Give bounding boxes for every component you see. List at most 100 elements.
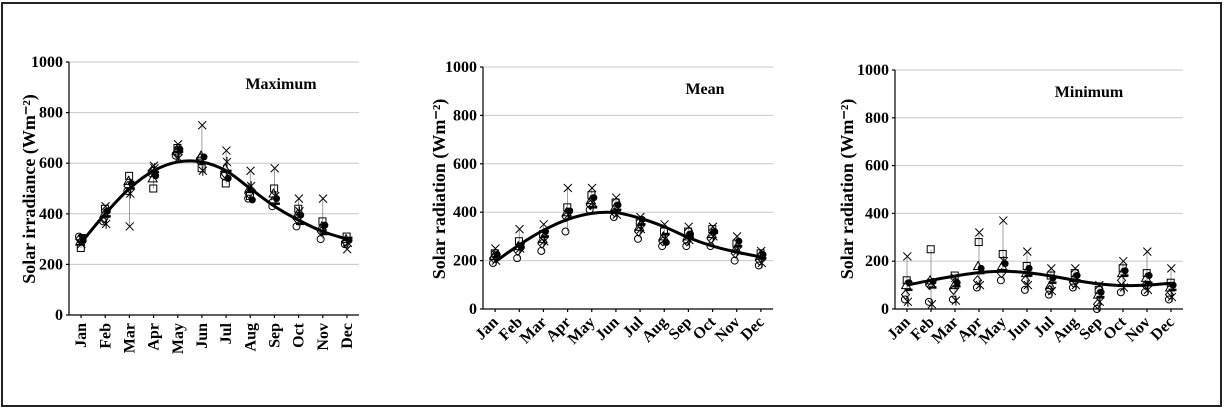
point-p2-m1-6 bbox=[928, 286, 937, 289]
x-tick-label: Dec bbox=[339, 323, 356, 349]
chart-panel-maximum: 0 200 400 600 800 1000 Jan Feb Mar Apr May Jun Jul Au… bbox=[19, 54, 359, 354]
y-tick-label: 600 bbox=[865, 158, 889, 175]
figure-frame: 0 200 400 600 800 1000 Jan Feb Mar Apr May Jun Jul Au… bbox=[1, 2, 1222, 407]
point-p0-m8-6 bbox=[271, 202, 280, 205]
y-axis-label: Solar irradiance (Wm⁻²) bbox=[19, 94, 40, 284]
point-p0-m5-4 bbox=[197, 120, 207, 130]
point-p2-m0-4 bbox=[902, 252, 912, 261]
point-p0-m9-6 bbox=[296, 222, 305, 226]
y-tick-label: 0 bbox=[881, 301, 889, 318]
y-tick-label: 200 bbox=[865, 253, 889, 270]
y-tick-label: 1000 bbox=[857, 62, 889, 79]
point-p2-m3-5 bbox=[975, 280, 985, 291]
y-tick-label: 200 bbox=[453, 253, 477, 270]
point-p0-m7-4 bbox=[246, 166, 255, 176]
y-tick-label: 0 bbox=[55, 307, 63, 324]
point-p1-m5-7 bbox=[614, 201, 622, 209]
fit-curve bbox=[906, 269, 1172, 288]
y-tick-label: 800 bbox=[453, 107, 477, 124]
x-tick-label: Jul bbox=[218, 322, 235, 344]
point-p2-m9-6 bbox=[1120, 274, 1129, 277]
point-p2-m5-6 bbox=[1024, 274, 1033, 277]
point-p2-m9-4 bbox=[1118, 256, 1128, 266]
x-tick-label: Mar bbox=[121, 323, 138, 353]
y-tick-label: 800 bbox=[865, 110, 889, 127]
point-p1-m7-6 bbox=[661, 232, 670, 236]
x-tick-label: Nov bbox=[315, 323, 332, 351]
point-p2-m8-7 bbox=[1097, 288, 1105, 296]
point-p2-m3-7 bbox=[977, 264, 985, 272]
chart-panel-mean: 02004006008001000JanFebMarAprMayJunJulAu… bbox=[429, 59, 773, 348]
y-tick-label: 1000 bbox=[445, 59, 477, 76]
point-p1-m0-7 bbox=[493, 251, 501, 259]
point-p2-m5-7 bbox=[1025, 264, 1033, 272]
point-p2-m11-7 bbox=[1169, 281, 1177, 289]
point-p2-m4-4 bbox=[998, 216, 1008, 225]
point-p0-m6-5 bbox=[222, 156, 232, 167]
point-p2-m5-1 bbox=[1020, 275, 1031, 286]
x-tick-label: May bbox=[170, 323, 187, 354]
point-p0-m4-7 bbox=[176, 145, 184, 153]
x-tick-label: Oct bbox=[1100, 313, 1130, 343]
point-p0-m11-7 bbox=[345, 236, 353, 244]
point-p2-m10-7 bbox=[1145, 272, 1153, 280]
point-p2-m3-3 bbox=[974, 238, 983, 247]
point-p1-m6-5 bbox=[636, 224, 646, 235]
point-p0-m2-4 bbox=[125, 222, 135, 231]
panel-label: Maximum bbox=[245, 76, 317, 93]
y-axis-label: Solar radiation (Wm⁻²) bbox=[837, 99, 858, 280]
point-p2-m2-6 bbox=[952, 285, 961, 288]
point-p1-m3-7 bbox=[566, 207, 574, 215]
point-p0-m10-4 bbox=[318, 194, 328, 203]
point-p1-m4-6 bbox=[589, 206, 598, 209]
x-tick-label: Apr bbox=[146, 323, 163, 351]
point-p1-m5-4 bbox=[611, 193, 621, 203]
point-p1-m7-0 bbox=[658, 242, 667, 251]
point-p1-m2-6 bbox=[540, 235, 549, 238]
point-p0-m6-7 bbox=[224, 174, 232, 182]
point-p1-m4-4 bbox=[587, 183, 597, 193]
point-p0-m3-6 bbox=[151, 170, 160, 174]
point-p1-m7-7 bbox=[662, 238, 670, 246]
point-p0-m5-5 bbox=[198, 165, 208, 176]
point-p1-m11-7 bbox=[759, 251, 767, 259]
point-p2-m11-6 bbox=[1168, 288, 1177, 292]
point-p2-m5-4 bbox=[1022, 247, 1032, 256]
point-p1-m8-4 bbox=[684, 222, 694, 232]
point-p1-m8-7 bbox=[687, 230, 695, 238]
y-tick-label: 200 bbox=[39, 256, 63, 273]
point-p1-m10-7 bbox=[735, 237, 743, 245]
point-p2-m6-4 bbox=[1046, 264, 1056, 273]
point-p2-m10-6 bbox=[1144, 281, 1153, 284]
point-p2-m0-5 bbox=[903, 296, 913, 307]
point-p2-m9-7 bbox=[1121, 267, 1129, 275]
point-p0-m8-3 bbox=[270, 184, 279, 193]
point-p2-m3-4 bbox=[974, 228, 984, 237]
point-p2-m8-6 bbox=[1096, 295, 1105, 299]
point-p2-m3-1 bbox=[972, 275, 983, 286]
point-p0-m3-3 bbox=[149, 184, 158, 193]
fit-curve bbox=[494, 210, 762, 264]
point-p1-m4-7 bbox=[590, 194, 598, 202]
point-p0-m2-3 bbox=[125, 171, 134, 180]
point-p2-m6-5 bbox=[1047, 286, 1057, 297]
x-tick-label: Aug bbox=[242, 323, 259, 351]
point-p2-m2-5 bbox=[951, 295, 961, 306]
point-p1-m11-5 bbox=[757, 258, 767, 269]
x-tick-label: Jan bbox=[472, 314, 502, 344]
point-p1-m5-6 bbox=[613, 208, 622, 211]
point-p2-m1-5 bbox=[927, 299, 937, 310]
point-p2-m11-4 bbox=[1166, 264, 1176, 273]
point-p2-m7-7 bbox=[1073, 272, 1081, 280]
point-p1-m3-0 bbox=[561, 227, 570, 236]
y-tick-label: 400 bbox=[865, 205, 889, 222]
x-tick-label: Oct bbox=[690, 313, 720, 343]
chart-panel-minimum: 02004006008001000JanFebMarAprMayJunJulAu… bbox=[837, 62, 1183, 348]
point-p1-m2-5 bbox=[539, 236, 549, 247]
point-p2-m2-7 bbox=[953, 279, 961, 287]
y-tick-label: 800 bbox=[39, 105, 63, 122]
point-p2-m9-5 bbox=[1119, 282, 1129, 293]
point-p2-m4-3 bbox=[998, 250, 1007, 259]
point-p1-m3-4 bbox=[563, 183, 573, 193]
y-tick-label: 0 bbox=[469, 301, 477, 318]
